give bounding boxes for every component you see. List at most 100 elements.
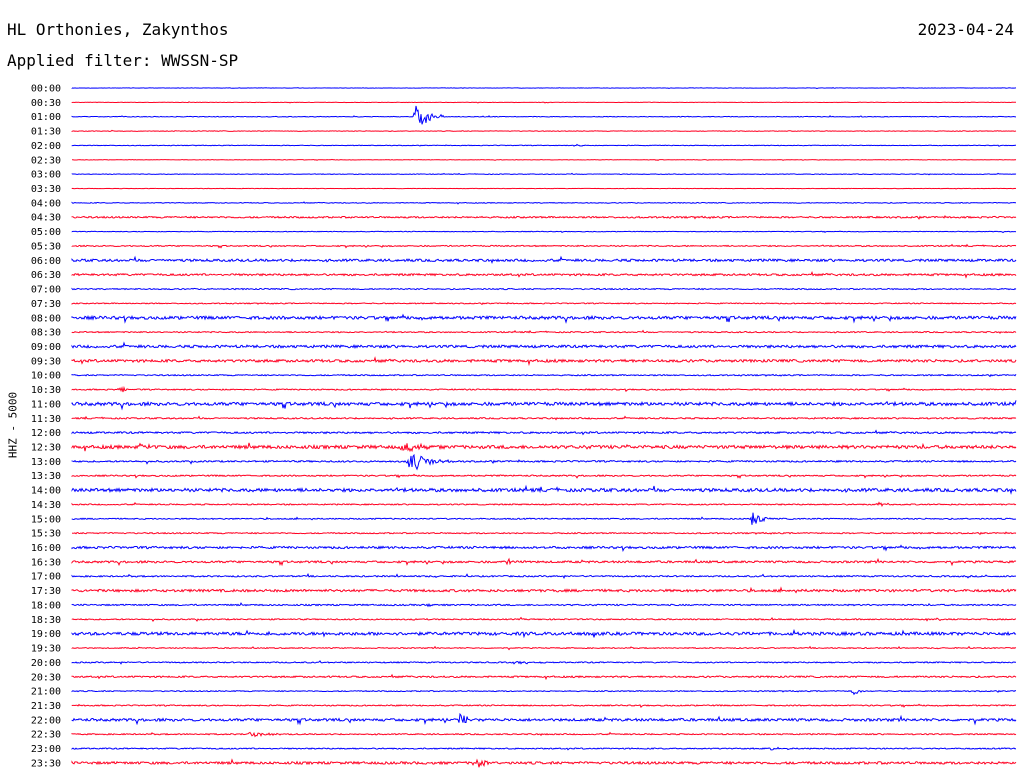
trace-line xyxy=(71,557,1017,567)
row-time-label: 02:30 xyxy=(31,155,61,166)
row-time-label: 17:30 xyxy=(31,586,61,597)
trace-line xyxy=(71,453,1017,471)
trace-line xyxy=(71,689,1017,696)
trace-line xyxy=(71,602,1017,608)
trace-line xyxy=(71,746,1017,751)
trace-line xyxy=(71,230,1017,234)
filter-label: Applied filter: WWSSN-SP xyxy=(7,51,239,70)
trace-line xyxy=(71,385,1017,393)
row-time-label: 12:30 xyxy=(31,443,61,454)
trace-line xyxy=(71,484,1017,495)
trace-line xyxy=(71,301,1017,306)
row-time-label: 00:30 xyxy=(31,98,61,109)
trace-line xyxy=(71,512,1017,525)
row-time-label: 23:30 xyxy=(31,758,61,769)
row-time-label: 19:00 xyxy=(31,629,61,640)
trace-line xyxy=(71,429,1017,436)
row-time-label: 13:30 xyxy=(31,471,61,482)
station-title: HL Orthonies, Zakynthos xyxy=(7,20,229,39)
row-time-label: 03:30 xyxy=(31,184,61,195)
trace-line xyxy=(71,573,1017,580)
row-time-label: 01:00 xyxy=(31,112,61,123)
trace-line xyxy=(71,313,1017,324)
row-time-label: 16:00 xyxy=(31,543,61,554)
row-time-label: 11:00 xyxy=(31,399,61,410)
row-time-label: 09:30 xyxy=(31,356,61,367)
row-time-label: 20:30 xyxy=(31,672,61,683)
row-time-label: 10:00 xyxy=(31,371,61,382)
row-time-label: 06:30 xyxy=(31,270,61,281)
trace-line xyxy=(71,172,1017,176)
trace-line xyxy=(71,105,1017,125)
row-time-label: 18:00 xyxy=(31,600,61,611)
row-time-label: 19:30 xyxy=(31,644,61,655)
trace-line xyxy=(71,356,1017,367)
trace-line xyxy=(71,215,1017,220)
trace-line xyxy=(71,255,1017,264)
trace-line xyxy=(71,473,1017,479)
row-time-label: 18:30 xyxy=(31,615,61,626)
trace-line xyxy=(71,400,1017,411)
trace-line xyxy=(71,703,1017,709)
row-time-label: 03:00 xyxy=(31,170,61,181)
row-time-label: 14:30 xyxy=(31,500,61,511)
row-time-label: 08:30 xyxy=(31,328,61,339)
trace-line xyxy=(71,731,1017,738)
trace-line xyxy=(71,531,1017,536)
row-time-label: 10:30 xyxy=(31,385,61,396)
row-time-label: 21:00 xyxy=(31,687,61,698)
trace-line xyxy=(71,329,1017,335)
row-time-label: 09:00 xyxy=(31,342,61,353)
row-time-label: 00:00 xyxy=(31,84,61,95)
trace-line xyxy=(71,673,1017,681)
row-time-label: 08:00 xyxy=(31,313,61,324)
row-time-label: 22:30 xyxy=(31,730,61,741)
row-time-label: 15:30 xyxy=(31,529,61,540)
trace-line xyxy=(71,544,1017,552)
trace-line xyxy=(71,660,1016,665)
row-time-label: 14:00 xyxy=(31,486,61,497)
row-time-label: 16:30 xyxy=(31,557,61,568)
row-time-label: 04:30 xyxy=(31,213,61,224)
trace-line xyxy=(71,501,1017,507)
row-time-label: 12:00 xyxy=(31,428,61,439)
row-time-label: 22:00 xyxy=(31,715,61,726)
row-time-label: 05:30 xyxy=(31,241,61,252)
trace-line xyxy=(71,628,1017,639)
trace-line xyxy=(71,143,1017,147)
row-time-label: 01:30 xyxy=(31,127,61,138)
trace-line xyxy=(71,442,1017,453)
trace-line xyxy=(71,201,1017,205)
row-time-label: 07:30 xyxy=(31,299,61,310)
trace-line xyxy=(71,341,1017,350)
row-time-label: 20:00 xyxy=(31,658,61,669)
row-time-label: 17:00 xyxy=(31,572,61,583)
row-time-label: 04:00 xyxy=(31,198,61,209)
row-time-label: 15:00 xyxy=(31,514,61,525)
trace-line xyxy=(71,243,1017,249)
trace-line xyxy=(71,129,1017,132)
trace-line xyxy=(71,373,1017,378)
trace-line xyxy=(71,758,1017,768)
trace-line xyxy=(71,586,1017,594)
row-time-label: 07:00 xyxy=(31,285,61,296)
row-time-label: 02:00 xyxy=(31,141,61,152)
row-time-label: 11:30 xyxy=(31,414,61,425)
trace-line xyxy=(71,101,1017,104)
trace-line xyxy=(71,158,1017,161)
record-date: 2023-04-24 xyxy=(917,20,1014,39)
row-time-label: 13:00 xyxy=(31,457,61,468)
trace-line xyxy=(71,271,1017,279)
trace-line xyxy=(71,187,1017,190)
row-time-label: 05:00 xyxy=(31,227,61,238)
trace-line xyxy=(71,86,1017,90)
trace-line xyxy=(71,415,1017,421)
row-time-label: 06:00 xyxy=(31,256,61,267)
row-time-label: 21:30 xyxy=(31,701,61,712)
trace-line xyxy=(71,645,1017,651)
trace-line xyxy=(71,287,1017,291)
trace-line xyxy=(71,712,1017,726)
trace-line xyxy=(71,616,1017,622)
row-time-label: 23:00 xyxy=(31,744,61,755)
